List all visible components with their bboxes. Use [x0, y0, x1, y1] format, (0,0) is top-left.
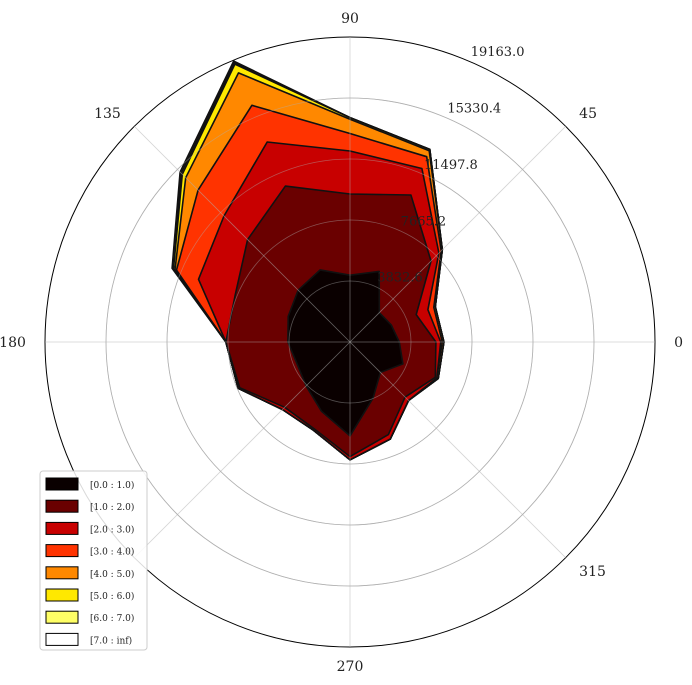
spoke-line [134, 341, 351, 558]
angle-label: 270 [337, 659, 364, 675]
series-areas [171, 60, 445, 461]
legend-swatch [45, 544, 79, 558]
angle-label: 315 [579, 564, 606, 580]
legend-swatch [45, 521, 79, 535]
angle-label: 45 [579, 106, 597, 122]
radial-tick-label: 19163.0 [471, 45, 525, 60]
legend-swatch [45, 477, 79, 491]
angle-spokes [45, 37, 655, 647]
legend-swatch [45, 499, 79, 513]
grid-circle-overlay [105, 97, 595, 587]
radial-tick-labels: 3832.6 7665.2 11497.8 15330.4 19163.0 [377, 45, 524, 285]
spoke-line [349, 126, 566, 343]
grid-circle-overlay [288, 280, 412, 404]
angle-label: 180 [0, 335, 26, 351]
spoke-line [134, 126, 351, 343]
spoke-line [349, 341, 566, 558]
grid-circle-overlay [227, 219, 473, 465]
legend-label: [0.0 : 1.0) [90, 480, 134, 491]
legend-swatch [45, 632, 79, 646]
grid-circle-overlay [166, 158, 534, 526]
angle-label: 0 [674, 335, 683, 351]
legend-label: [3.0 : 4.0) [90, 547, 134, 558]
radial-tick-label: 11497.8 [424, 158, 478, 173]
legend-label: [5.0 : 6.0) [90, 591, 134, 602]
radial-tick-label: 7665.2 [401, 214, 447, 229]
legend: [0.0 : 1.0) [1.0 : 2.0) [2.0 : 3.0) [3.0 : … [39, 470, 148, 651]
legend-label: [1.0 : 2.0) [90, 502, 134, 513]
legend-swatch [45, 588, 79, 602]
angle-label: 90 [341, 11, 359, 27]
legend-label: [2.0 : 3.0) [90, 524, 134, 535]
radial-tick-label: 3832.6 [377, 271, 423, 286]
legend-box [39, 470, 148, 651]
legend-label: [6.0 : 7.0) [90, 613, 134, 624]
legend-label: [4.0 : 5.0) [90, 569, 134, 580]
angle-label: 135 [94, 106, 121, 122]
legend-label: [7.0 : inf) [90, 635, 132, 646]
angle-tick-labels: 0 45 90 135 180 270 315 [0, 11, 683, 675]
legend-swatch [45, 610, 79, 624]
radial-tick-label: 15330.4 [447, 102, 501, 117]
legend-swatch [45, 566, 79, 580]
